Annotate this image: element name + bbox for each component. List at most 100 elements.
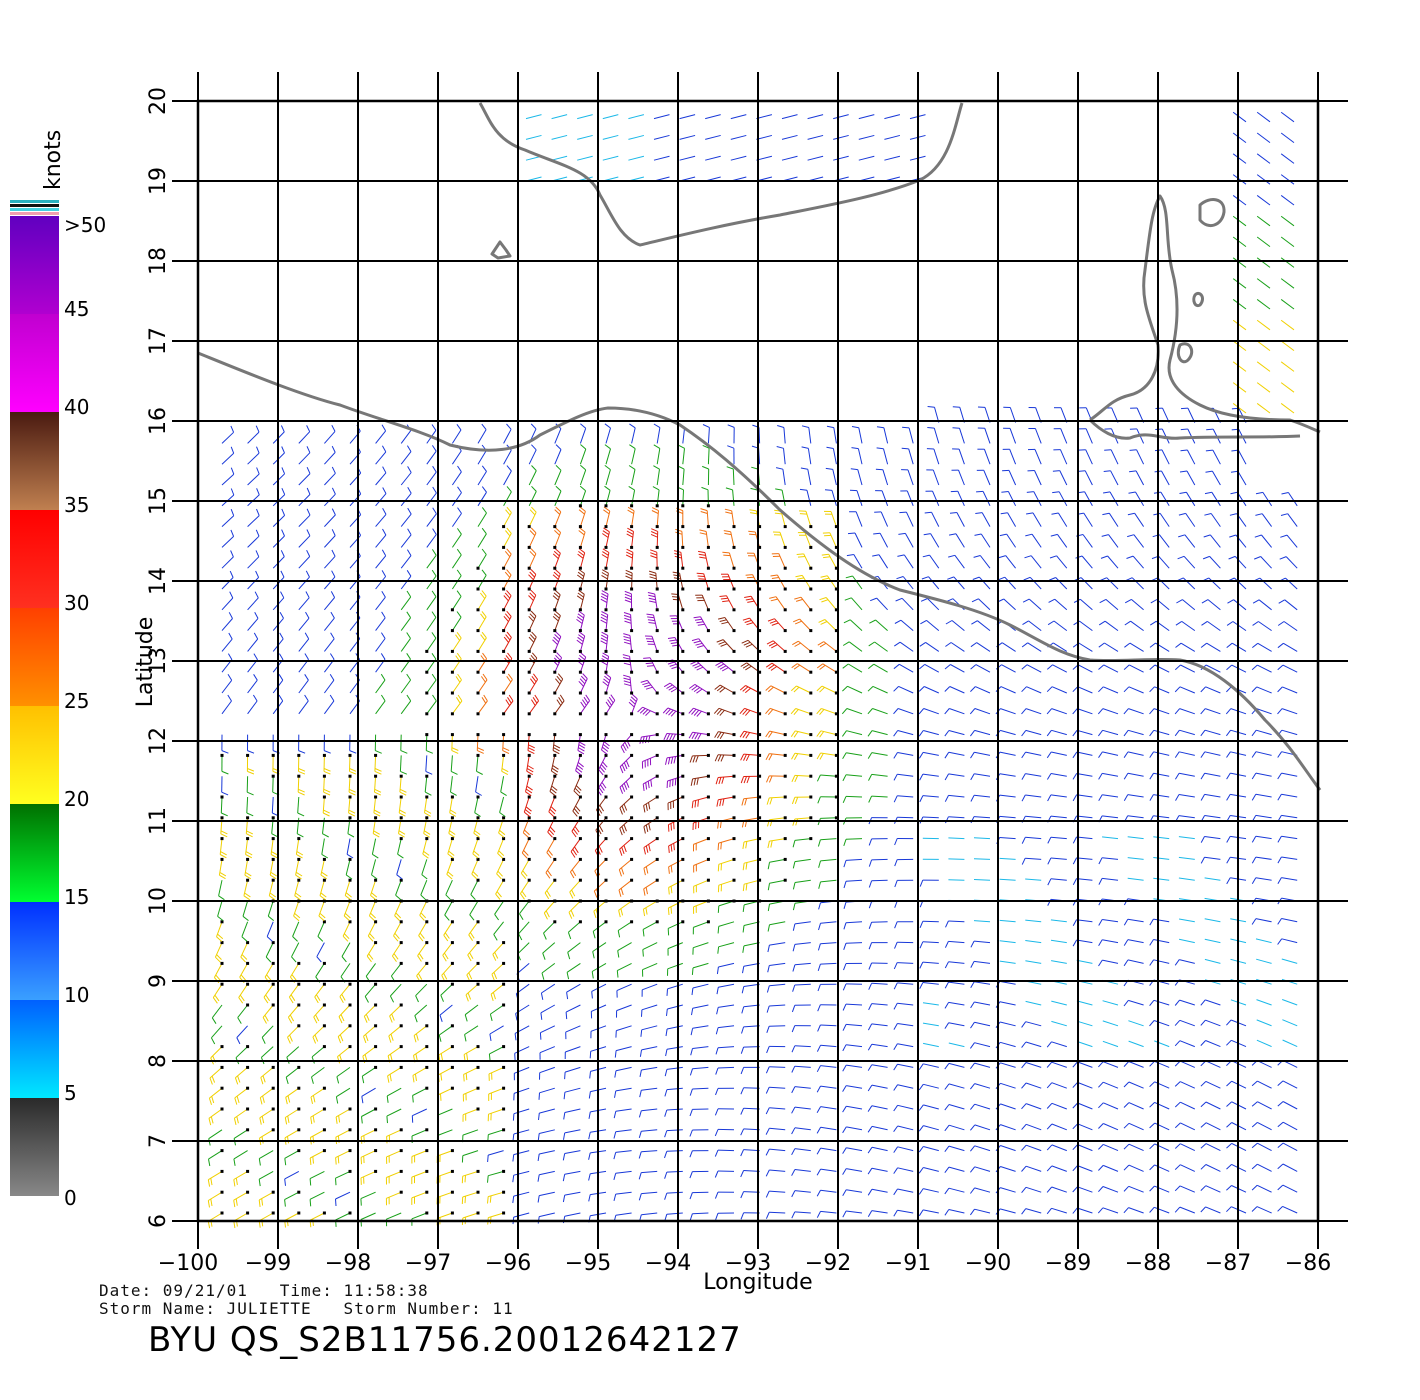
wind-barb [853, 554, 863, 569]
wind-barb [847, 685, 863, 694]
wind-barb [718, 1025, 735, 1029]
latitude-tick-label: 7 [146, 1134, 171, 1148]
wind-barb [820, 1065, 837, 1068]
barb-origin-dot [425, 1190, 429, 1194]
barb-origin-dot [758, 795, 762, 799]
wind-barb [375, 451, 387, 465]
x-axis-title: Longitude [703, 1270, 812, 1295]
barb-origin-dot [246, 1128, 250, 1132]
wind-barb [1237, 449, 1247, 465]
wind-barb [820, 774, 837, 777]
wind-barb [1026, 664, 1042, 673]
wind-barb [743, 942, 760, 947]
wind-barb [336, 1066, 351, 1078]
wind-barb [1076, 751, 1093, 756]
wind-barb [846, 1085, 863, 1089]
wind-barb [375, 638, 386, 652]
wind-barb [1103, 1164, 1119, 1172]
wind-barb [1153, 857, 1170, 860]
wind-barb [1110, 449, 1119, 465]
barb-origin-dot [578, 691, 582, 695]
wind-barb [241, 921, 249, 937]
wind-barb [999, 751, 1016, 756]
wind-barb [1102, 729, 1119, 736]
wind-barb [932, 490, 940, 506]
wind-barb [1050, 836, 1067, 840]
wind-barb [631, 469, 636, 486]
wind-barb [794, 942, 811, 945]
wind-barb [362, 1066, 376, 1077]
wind-barb [579, 469, 587, 486]
barb-origin-dot [246, 816, 250, 820]
colorbar-tick-label: >50 [64, 213, 106, 237]
wind-barb [1205, 664, 1221, 673]
wind-barb [1157, 577, 1170, 590]
wind-barb [730, 134, 747, 140]
barb-origin-dot [758, 857, 762, 861]
wind-barb [451, 596, 462, 611]
barb-origin-dot [476, 733, 480, 737]
barb-origin-dot [527, 857, 531, 861]
wind-barb [1050, 794, 1067, 798]
barb-origin-dot [681, 878, 685, 882]
wind-barb [1108, 512, 1119, 527]
longitude-tick-label: −94 [645, 1251, 691, 1276]
barb-origin-dot [322, 1086, 326, 1090]
barb-origin-dot [527, 629, 531, 633]
wind-barb [1032, 512, 1042, 527]
barb-origin-dot [655, 837, 659, 841]
barb-origin-dot [553, 837, 557, 841]
wind-barb [477, 533, 487, 548]
wind-barb [876, 597, 888, 611]
wind-barb [1204, 938, 1221, 944]
barb-origin-dot [374, 1169, 378, 1173]
wind-barb [769, 1086, 786, 1089]
wind-barb [345, 859, 351, 876]
barb-origin-dot [783, 608, 787, 612]
wind-barb [666, 1066, 683, 1070]
colorbar-tick-label: 35 [64, 493, 89, 517]
wind-barb [1204, 958, 1221, 964]
wind-barb [794, 962, 811, 966]
wind-barb [1205, 1185, 1221, 1193]
wind-barb [247, 618, 259, 631]
wind-barb [1281, 793, 1298, 798]
longitude-tick-label: −96 [485, 1251, 531, 1276]
wind-barb [974, 794, 991, 798]
wind-barb [950, 664, 965, 673]
wind-barb [976, 642, 991, 652]
wind-barb [1052, 664, 1068, 673]
barb-origin-dot [834, 629, 838, 633]
barb-origin-dot [578, 837, 582, 841]
wind-barb [846, 1064, 863, 1068]
barb-origin-dot [502, 878, 506, 882]
wind-barb [421, 859, 428, 875]
wind-barb [1003, 598, 1016, 611]
wind-barb [667, 921, 684, 929]
wind-barb [984, 428, 991, 444]
wind-barb [1232, 382, 1247, 393]
wind-barb [1256, 111, 1271, 123]
wind-barb [820, 1147, 837, 1152]
barb-origin-dot [758, 629, 762, 633]
wind-barb [897, 752, 914, 756]
barb-origin-dot [578, 525, 582, 529]
wind-barb [439, 1025, 453, 1036]
wind-barb [717, 1149, 735, 1152]
wind-barb [948, 1166, 965, 1172]
barb-origin-dot [706, 670, 710, 674]
wind-barb [295, 838, 300, 855]
barb-origin-dot [297, 1003, 301, 1007]
wind-barb [375, 493, 387, 507]
wind-barb [692, 1212, 709, 1215]
barb-origin-dot [271, 1190, 275, 1194]
wind-barb [1103, 664, 1119, 673]
wind-barb [1060, 428, 1068, 444]
wind-barb [615, 1150, 632, 1153]
barb-origin-dot [297, 982, 301, 986]
wind-barb [386, 1108, 402, 1117]
barb-origin-dot [502, 1128, 506, 1132]
wind-barb [539, 1170, 555, 1176]
wind-barb [412, 1087, 428, 1096]
wind-barb [1025, 960, 1042, 964]
